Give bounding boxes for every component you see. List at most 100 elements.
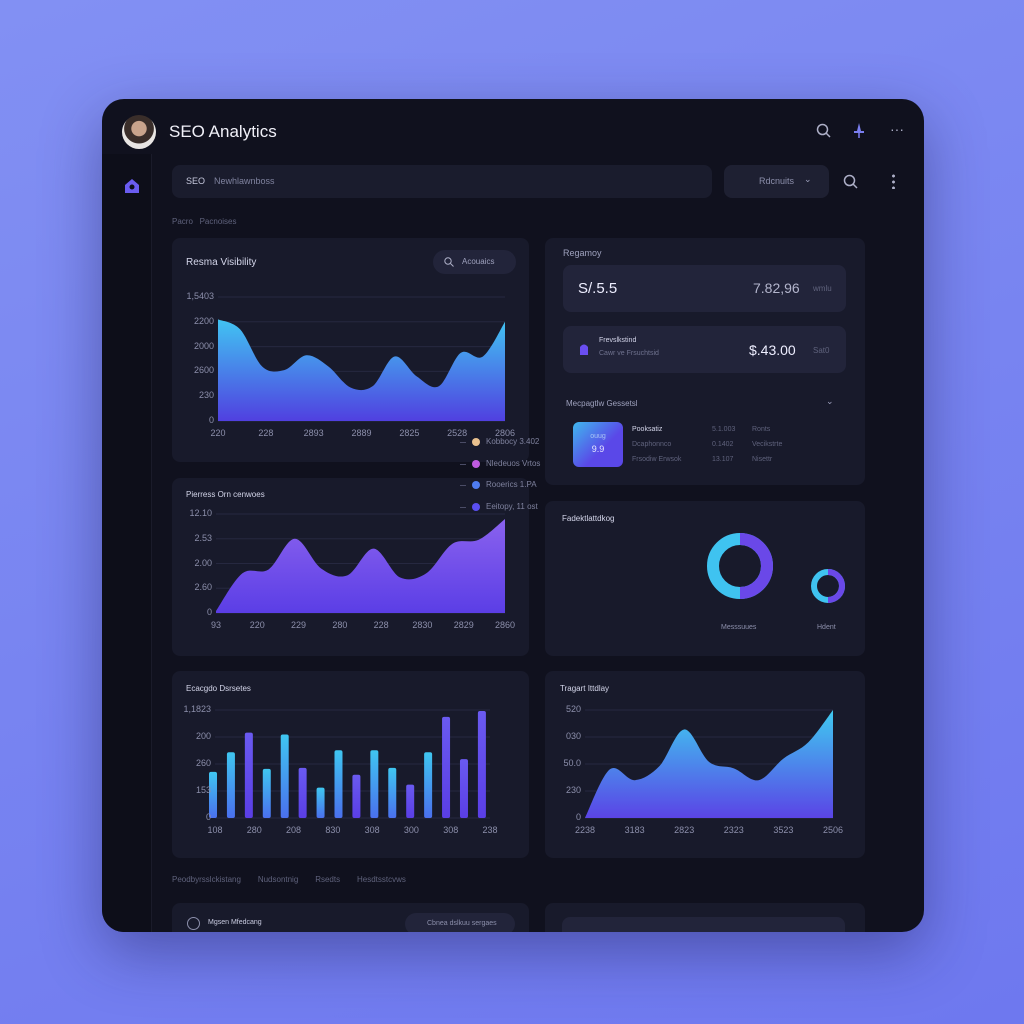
x-tick-label: 2893 <box>303 428 324 438</box>
bar <box>388 767 397 818</box>
y-tick-label: 0 <box>206 607 212 617</box>
tab[interactable]: Hesdtsstcvws <box>356 875 406 884</box>
legend-dot <box>472 459 480 468</box>
sidebar <box>102 154 152 932</box>
summary-cell: Nisettr <box>752 456 773 463</box>
donut-label: Hdent <box>817 624 836 631</box>
chevron-down-icon[interactable]: ⌄ <box>826 396 834 406</box>
breadcrumb-item[interactable]: Pacro <box>172 217 193 226</box>
visibility-filter-button[interactable]: Acouaics <box>433 250 516 274</box>
x-tick-label: 2238 <box>574 825 596 835</box>
x-tick-label: 2823 <box>674 825 695 835</box>
summary-cell: Dcaphonnco <box>632 441 672 448</box>
y-tick-label: 230 <box>565 785 581 795</box>
stat-unit: wmlu <box>813 284 832 293</box>
section-title: Mecpagtlw Gessetsl <box>566 399 638 408</box>
kebab-menu-icon[interactable] <box>892 173 895 189</box>
donut-segment <box>827 569 845 603</box>
bar <box>226 752 235 818</box>
y-tick-label: 030 <box>565 731 581 741</box>
bar <box>209 771 217 818</box>
x-tick-label: 3183 <box>624 825 645 835</box>
tab[interactable]: Peodbyrsslckistang <box>172 875 241 884</box>
search-icon[interactable] <box>843 174 859 190</box>
stat-box: S/.5.5 7.82,96 wmlu <box>563 265 846 312</box>
score-tile: ouug 9.9 <box>573 422 623 467</box>
y-tick-label: 2.00 <box>194 557 212 568</box>
app-window: SEO Analytics ··· SEO Newhlawnboss Rdcnu… <box>102 99 924 932</box>
y-tick-label: 260 <box>195 758 211 768</box>
stat-title: Frevslkstind <box>599 337 637 344</box>
chart-gridlines <box>209 709 490 819</box>
x-tick-label: 108 <box>207 825 223 835</box>
pin-icon[interactable] <box>852 122 866 138</box>
bar <box>298 767 307 818</box>
legend-dot <box>472 481 480 489</box>
home-icon[interactable] <box>124 178 140 194</box>
stat-unit: Sat0 <box>813 346 830 355</box>
card-title: Regamoy <box>563 248 602 258</box>
stat-change: 7.82,96 <box>753 280 800 296</box>
donut-label: Messsuues <box>721 624 757 631</box>
bottom-action-button[interactable]: Cbnea dslkuu sergaes <box>405 913 515 932</box>
bottom-input[interactable] <box>562 917 845 932</box>
more-icon[interactable]: ··· <box>890 121 904 137</box>
filter-dropdown[interactable]: Rdcnuits ⌄ <box>724 165 829 198</box>
chart-gridlines <box>218 296 505 422</box>
bottom-left-card: Mgsen Mfedcang Cbnea dslkuu sergaes <box>172 903 529 932</box>
card-title: Mgsen Mfedcang <box>208 919 262 926</box>
y-tick-label: 230 <box>198 390 214 401</box>
distribution-card: Fadektlattdkog Messsuues Hdent <box>545 501 865 656</box>
y-tick-label: 1,1823 <box>183 704 211 714</box>
chart-gridlines <box>216 513 505 614</box>
x-tick-label: 2323 <box>723 825 744 835</box>
y-tick-label: 153 <box>195 785 211 795</box>
summary-cell: 13.107 <box>712 456 734 463</box>
x-tick-label: 300 <box>403 825 419 835</box>
x-tick-label: 830 <box>325 825 341 835</box>
x-tick-label: 220 <box>210 428 226 438</box>
card-title: Resma Visibility <box>186 257 257 268</box>
y-tick-label: 0 <box>205 812 211 822</box>
tab[interactable]: Rsedts <box>315 875 341 884</box>
avatar[interactable] <box>122 115 156 149</box>
bar <box>262 768 271 818</box>
x-tick-label: 2528 <box>447 428 468 438</box>
bar <box>352 774 361 818</box>
summary-cell: Frsodiw Erwsok <box>632 456 682 463</box>
chevron-down-icon: ⌄ <box>804 174 812 184</box>
search-icon <box>444 257 454 267</box>
x-tick-label: 229 <box>291 620 307 630</box>
x-tick-label: 2825 <box>399 428 420 438</box>
stat-value: $.43.00 <box>749 342 796 358</box>
card-title: Pierress Orn cenwoes <box>186 490 265 499</box>
y-tick-label: 2000 <box>193 340 214 351</box>
x-tick-label: 228 <box>373 620 389 630</box>
x-tick-label: 308 <box>364 825 380 835</box>
legend-label: Nledeuos Vrtos <box>486 458 541 468</box>
y-tick-label: 0 <box>575 812 581 822</box>
bar <box>424 752 433 818</box>
user-icon <box>187 917 200 930</box>
summary-cell: 5.1.003 <box>712 426 736 433</box>
x-tick-label: 228 <box>258 428 274 438</box>
search-icon[interactable] <box>816 123 832 139</box>
legend-label: Eeitopy, 11 ost <box>486 501 538 511</box>
x-tick-label: 238 <box>482 825 498 835</box>
y-tick-label: 50.0 <box>563 758 581 768</box>
donut-segment <box>739 533 773 599</box>
y-tick-label: 12.10 <box>189 508 212 518</box>
tile-value: 9.9 <box>591 444 605 454</box>
x-tick-label: 93 <box>210 620 221 630</box>
button-label: Cbnea dslkuu sergaes <box>427 920 497 927</box>
breadcrumb-item[interactable]: Pacnoises <box>199 217 237 226</box>
lock-icon <box>580 344 588 355</box>
area-series <box>216 518 505 613</box>
tab[interactable]: Nudsontnig <box>257 875 299 884</box>
bar <box>477 710 486 818</box>
search-input[interactable]: SEO Newhlawnboss <box>172 165 712 198</box>
legend-dash <box>460 506 466 508</box>
x-tick-label: 2506 <box>822 825 844 835</box>
legend-label: Kobbocy 3.402 <box>486 437 540 446</box>
x-tick-label: 280 <box>246 825 262 835</box>
